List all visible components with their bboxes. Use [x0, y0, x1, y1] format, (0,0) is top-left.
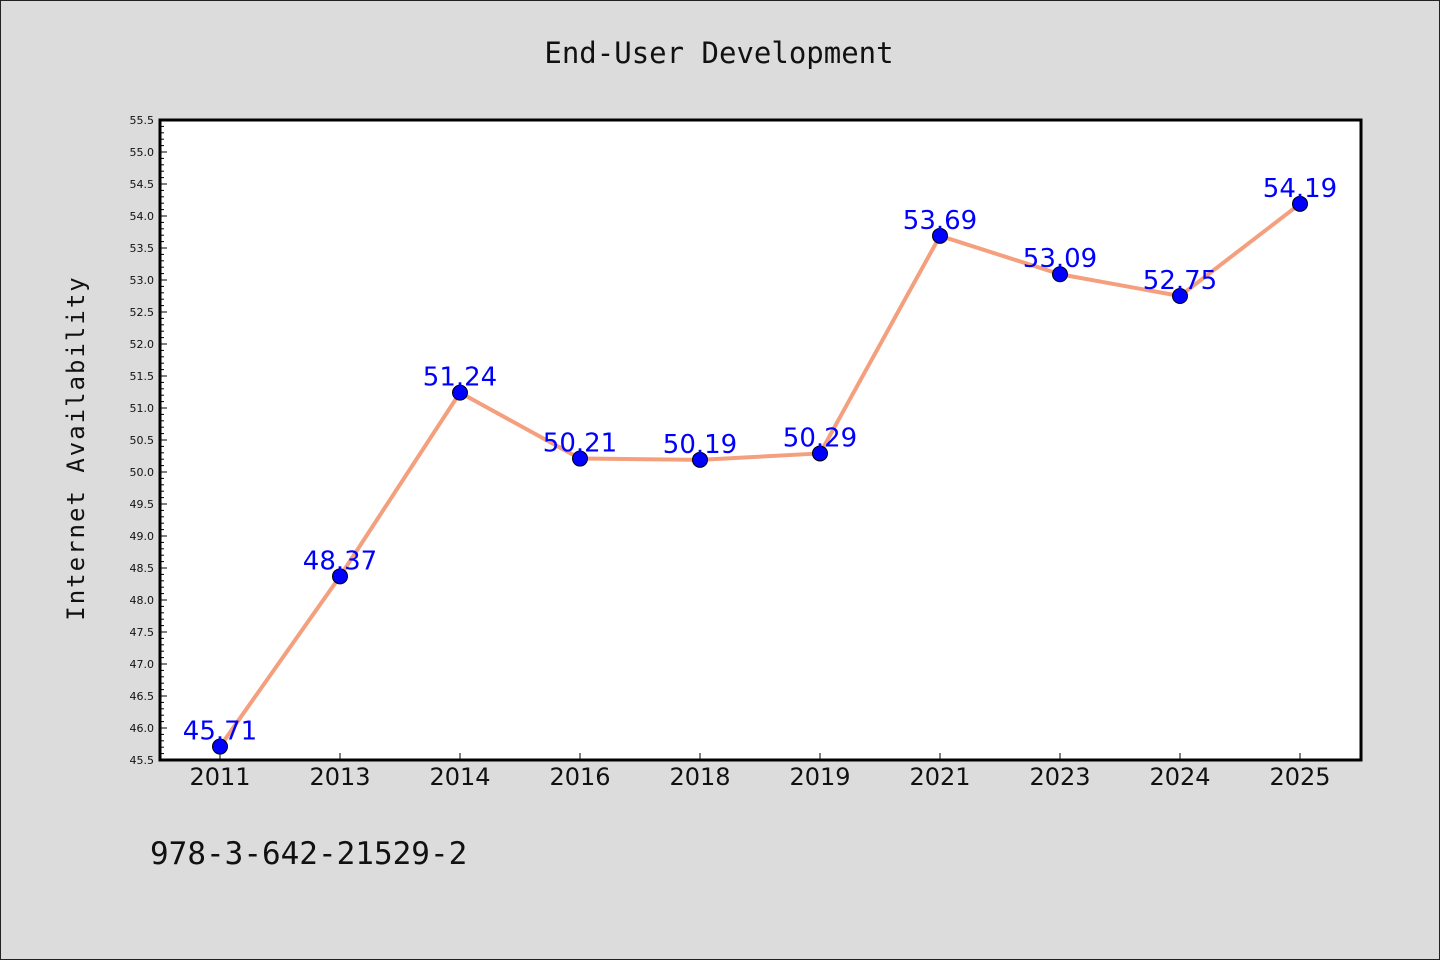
y-tick-label: 46.5	[130, 690, 155, 703]
y-tick-label: 53.0	[130, 274, 155, 287]
y-tick-label: 49.5	[130, 498, 155, 511]
y-tick-label: 51.0	[130, 402, 155, 415]
plot-border	[158, 118, 1363, 762]
x-tick-label: 2021	[909, 763, 970, 791]
plot-area	[160, 120, 1361, 760]
data-label: 53.69	[903, 206, 977, 236]
data-point-marker	[212, 738, 228, 755]
x-tick-label: 2023	[1029, 763, 1090, 791]
data-point-marker	[692, 451, 708, 468]
data-point-marker	[452, 384, 468, 401]
data-label: 52.75	[1143, 266, 1217, 296]
y-tick-label: 53.5	[130, 242, 155, 255]
axis-ticks: 45.5 46.0 46.5 47.0 47.5 48.0 48.5 49.0 49.5 50.0…	[130, 114, 1331, 791]
y-tick-label: 55.5	[130, 114, 155, 127]
data-point-marker	[332, 568, 348, 585]
y-tick-label: 49.0	[130, 530, 155, 543]
y-tick-label: 54.0	[130, 210, 155, 223]
y-tick-label: 52.0	[130, 338, 155, 351]
series-markers	[212, 195, 1308, 755]
y-tick-label: 47.0	[130, 658, 155, 671]
y-tick-label: 55.0	[130, 146, 155, 159]
data-label: 48.37	[303, 546, 377, 576]
x-tick-label: 2013	[309, 763, 370, 791]
y-tick-label: 47.5	[130, 626, 155, 639]
x-tick-label: 2018	[669, 763, 730, 791]
y-tick-label: 48.0	[130, 594, 155, 607]
x-tick-label: 2019	[789, 763, 850, 791]
y-tick-label: 50.5	[130, 434, 155, 447]
series-line-group	[218, 201, 1302, 749]
x-tick-label: 2014	[429, 763, 490, 791]
data-point-marker	[932, 227, 948, 244]
y-tick-label: 54.5	[130, 178, 155, 191]
y-tick-label: 50.0	[130, 466, 155, 479]
chart-title: End-User Development	[544, 36, 893, 70]
x-tick-label: 2025	[1269, 763, 1330, 791]
data-point-marker	[1172, 288, 1188, 304]
data-label: 53.09	[1023, 244, 1097, 274]
data-label: 50.19	[663, 430, 737, 460]
data-label: 50.29	[783, 423, 857, 453]
data-point-marker	[812, 445, 828, 462]
data-label: 51.24	[423, 363, 497, 393]
y-tick-label: 52.5	[130, 306, 155, 319]
data-point-marker	[572, 450, 588, 467]
x-tick-label: 2011	[189, 763, 250, 791]
y-axis-label: Internet Availability	[62, 275, 90, 620]
isbn-label: 978-3-642-21529-2	[150, 836, 467, 872]
x-tick-label: 2024	[1149, 763, 1210, 791]
data-label: 45.71	[183, 717, 257, 747]
y-tick-label: 45.5	[130, 754, 155, 767]
data-labels: 45.71 48.37 51.24 50.21 50.19 50.29 53.69 53.09…	[183, 174, 1337, 747]
data-point-marker	[1052, 266, 1068, 283]
data-label: 54.19	[1263, 174, 1337, 204]
data-point-marker	[1292, 195, 1308, 212]
data-label: 50.21	[543, 429, 617, 459]
x-tick-label: 2016	[549, 763, 610, 791]
series-line	[218, 201, 1302, 749]
y-tick-label: 51.5	[130, 370, 155, 383]
y-tick-label: 48.5	[130, 562, 155, 575]
y-tick-label: 46.0	[130, 722, 155, 735]
